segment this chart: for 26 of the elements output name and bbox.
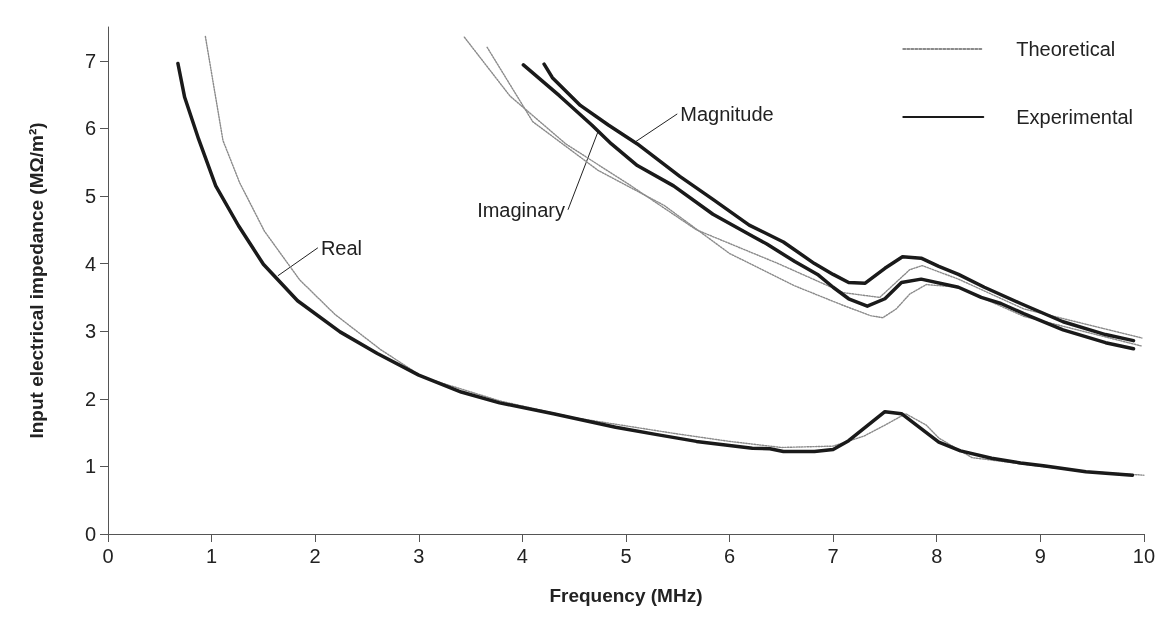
x-tick-label: 7 [827, 545, 839, 567]
y-tick-label: 2 [84, 387, 96, 410]
y-tick-label: 4 [84, 252, 96, 275]
x-tick-label: 2 [309, 545, 321, 567]
x-tick-label: 10 [1132, 545, 1155, 567]
x-tick-label: 1 [206, 545, 218, 567]
x-tick-label: 8 [931, 545, 943, 567]
x-tick-label: 6 [723, 545, 736, 567]
legend-label: Theoretical [1016, 38, 1116, 60]
y-tick-label: 5 [84, 185, 96, 207]
y-tick-label: 0 [84, 523, 96, 545]
y-tick-label: 6 [84, 117, 96, 140]
x-tick-label: 9 [1034, 545, 1046, 567]
x-tick-label: 3 [413, 545, 425, 567]
x-axis-title: Frequency (MHz) [549, 585, 703, 606]
annotation: Real [320, 236, 363, 259]
legend-label: Experimental [1016, 106, 1133, 128]
x-tick-label: 0 [102, 545, 114, 567]
annotation: Imaginary [477, 198, 565, 221]
y-axis-title: Input electrical impedance (MΩ/m²) [26, 122, 47, 439]
annotation: Magnitude [680, 102, 774, 125]
x-tick-label: 5 [620, 545, 632, 567]
y-tick-label: 3 [84, 320, 96, 343]
y-tick-label: 7 [84, 49, 96, 72]
x-tick-label: 4 [516, 545, 528, 567]
y-tick-label: 1 [84, 455, 96, 478]
